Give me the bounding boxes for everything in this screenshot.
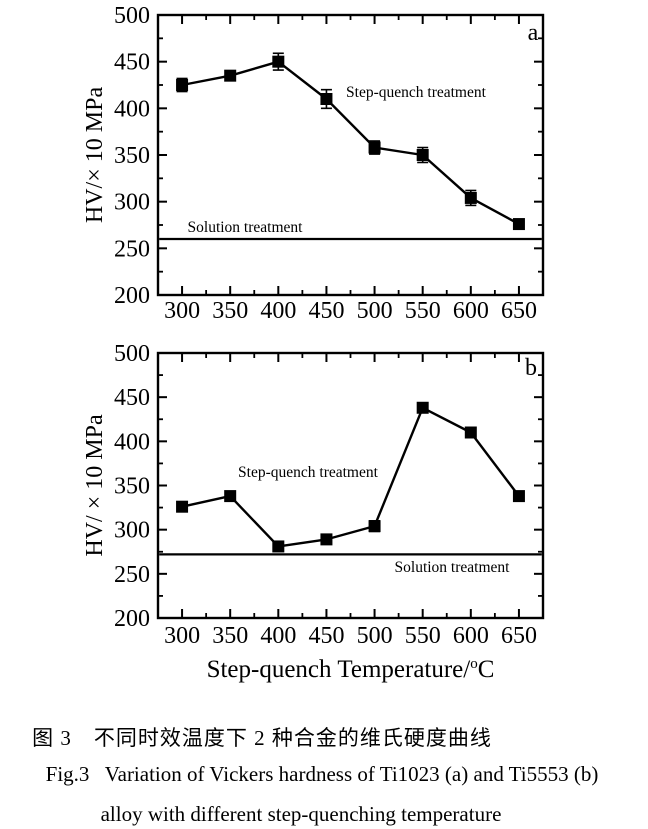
data-point-marker [320, 533, 333, 546]
y-tick-label: 350 [114, 143, 150, 169]
x-axis-label: Step-quench Temperature/oC [207, 656, 495, 683]
caption-english-line1: Fig.3 Variation of Vickers hardness of T… [45, 762, 599, 786]
data-point-marker [368, 141, 381, 154]
y-tick-label: 250 [114, 236, 150, 262]
x-tick-label: 500 [357, 298, 393, 324]
y-tick-label: 200 [114, 606, 150, 632]
chart-b-hardness-ti5553: 300 350 400 450 500 550 600 650 200 250 300 350 400 4… [82, 341, 545, 683]
data-point-marker [464, 191, 477, 204]
x-tick-label: 450 [308, 623, 344, 649]
data-line [181, 60, 520, 226]
x-tick-label: 300 [164, 298, 200, 324]
y-tick-label: 300 [114, 518, 150, 544]
x-tick-label: 650 [501, 298, 537, 324]
y-tick-label: 500 [114, 3, 150, 29]
caption-chinese: 图 3 不同时效温度下 2 种合金的维氏硬度曲线 [32, 726, 492, 750]
y-axis-label: HV/ × 10 MPa [82, 414, 108, 557]
y-tick-label: 500 [114, 341, 150, 367]
y-tick-label: 250 [114, 562, 150, 588]
x-tick-label: 350 [212, 298, 248, 324]
x-tick-label: 600 [453, 298, 489, 324]
data-point-marker [272, 55, 285, 68]
data-point-marker [512, 218, 525, 231]
x-tick-label: 500 [357, 623, 393, 649]
x-tick-label: 600 [453, 623, 489, 649]
annotation-solution-treatment: Solution treatment [188, 219, 304, 236]
data-point-marker [224, 490, 237, 503]
annotation-step-quench-treatment: Step-quench treatment [346, 84, 487, 101]
y-tick-label: 200 [114, 283, 150, 309]
x-tick-label: 300 [164, 623, 200, 649]
caption-english-line2: alloy with different step-quenching temp… [100, 802, 502, 826]
annotation-solution-treatment: Solution treatment [395, 559, 511, 576]
x-tick-label: 400 [260, 623, 296, 649]
data-point-marker [464, 426, 477, 439]
data-line [181, 406, 520, 548]
x-tick-label: 400 [260, 298, 296, 324]
panel-letter: b [525, 355, 537, 381]
plot-border [156, 13, 545, 297]
x-tick-label: 350 [212, 623, 248, 649]
data-point-marker [416, 149, 429, 161]
y-axis-label: HV/× 10 MPa [82, 87, 108, 224]
panel-letter: a [528, 20, 539, 46]
plot-border [156, 351, 545, 620]
data-point-marker [176, 500, 189, 513]
data-point-marker [224, 69, 237, 82]
y-tick-label: 450 [114, 50, 150, 76]
y-tick-label: 300 [114, 190, 150, 216]
x-tick-label: 550 [405, 623, 441, 649]
annotation-step-quench-treatment: Step-quench treatment [238, 464, 379, 481]
data-point-marker [368, 520, 381, 533]
data-point-marker [272, 540, 285, 553]
x-tick-label: 450 [308, 298, 344, 324]
y-tick-label: 400 [114, 96, 150, 122]
y-tick-label: 400 [114, 429, 150, 455]
data-point-marker [320, 93, 333, 105]
chart-a-hardness-ti1023: 300 350 400 450 500 550 600 650 200 250 300 350 400 4… [82, 3, 545, 324]
x-tick-label: 650 [501, 623, 537, 649]
y-tick-label: 350 [114, 474, 150, 500]
data-point-marker [416, 401, 429, 414]
x-tick-label: 550 [405, 298, 441, 324]
data-point-marker [512, 490, 525, 503]
data-point-marker [176, 79, 189, 91]
y-tick-label: 450 [114, 385, 150, 411]
